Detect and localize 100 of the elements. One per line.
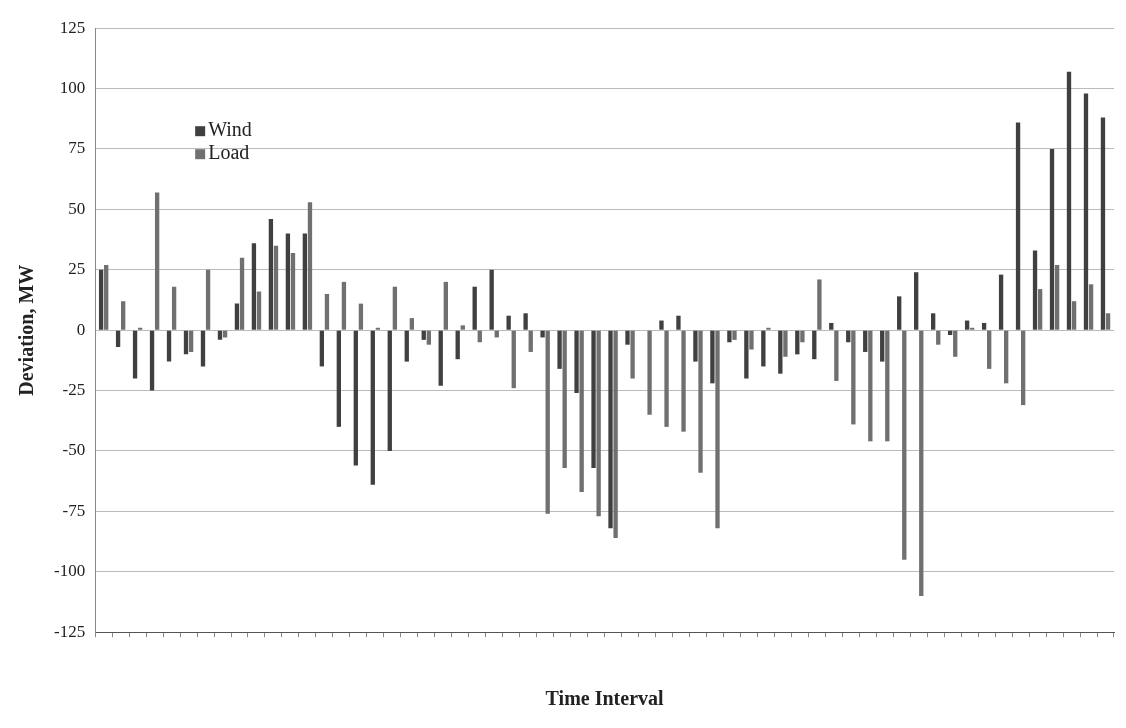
bar bbox=[358, 303, 364, 330]
bar bbox=[630, 330, 635, 379]
bar bbox=[217, 330, 223, 340]
bar bbox=[290, 252, 296, 330]
y-tick-label: -75 bbox=[62, 500, 86, 520]
bar bbox=[1015, 122, 1021, 330]
bar bbox=[239, 257, 245, 330]
bar bbox=[885, 330, 890, 442]
bar bbox=[115, 330, 121, 348]
y-tick-label: 75 bbox=[68, 138, 86, 158]
bar bbox=[1066, 71, 1072, 330]
bar bbox=[698, 330, 703, 473]
x-axis-title: Time Interval bbox=[545, 687, 664, 710]
bar bbox=[121, 301, 126, 330]
bar bbox=[681, 330, 686, 432]
bar bbox=[353, 330, 358, 466]
bar bbox=[715, 330, 720, 529]
bar bbox=[154, 192, 160, 330]
bar bbox=[659, 320, 664, 330]
bar bbox=[1071, 301, 1077, 330]
y-tick-label: 100 bbox=[59, 78, 86, 98]
y-tick-label: 125 bbox=[59, 17, 86, 37]
bar bbox=[188, 330, 194, 352]
bar bbox=[964, 320, 970, 330]
bar bbox=[472, 286, 477, 330]
bar bbox=[319, 330, 325, 367]
bar bbox=[523, 313, 528, 330]
bar bbox=[545, 330, 550, 514]
bar bbox=[732, 330, 737, 340]
bar bbox=[341, 281, 347, 330]
bar bbox=[370, 330, 375, 485]
bar bbox=[183, 330, 189, 355]
bar bbox=[562, 330, 567, 468]
bar bbox=[98, 269, 104, 330]
y-tick-label: 0 bbox=[76, 319, 86, 339]
bar bbox=[1037, 289, 1043, 330]
bar bbox=[829, 322, 834, 330]
bar bbox=[744, 330, 749, 379]
bar bbox=[727, 330, 732, 343]
bar bbox=[817, 279, 822, 330]
bar bbox=[800, 330, 805, 343]
bar bbox=[998, 274, 1004, 330]
bar bbox=[625, 330, 630, 345]
bar bbox=[404, 330, 409, 362]
bar bbox=[1020, 330, 1026, 406]
bar bbox=[902, 330, 907, 560]
bar bbox=[455, 330, 460, 360]
bar bbox=[205, 269, 211, 330]
bar bbox=[251, 243, 257, 330]
bar bbox=[880, 330, 885, 362]
bar bbox=[528, 330, 533, 352]
y-tick-label: -100 bbox=[53, 561, 86, 581]
bar bbox=[676, 315, 681, 330]
y-tick-label: -50 bbox=[62, 440, 86, 460]
bar bbox=[1054, 264, 1060, 330]
bar bbox=[693, 330, 698, 362]
bar bbox=[324, 293, 330, 330]
bar bbox=[273, 245, 279, 330]
bar bbox=[795, 330, 800, 355]
bar bbox=[511, 330, 516, 389]
bar bbox=[897, 296, 902, 330]
bar bbox=[778, 330, 783, 374]
bar bbox=[574, 330, 579, 394]
bar bbox=[749, 330, 754, 350]
bar bbox=[1032, 250, 1038, 330]
bar bbox=[443, 281, 448, 330]
bar bbox=[438, 330, 443, 386]
bar bbox=[234, 303, 240, 330]
bar bbox=[132, 330, 138, 379]
bar bbox=[812, 330, 817, 360]
bar bbox=[953, 330, 958, 357]
bar bbox=[268, 219, 274, 330]
bar bbox=[1105, 313, 1111, 330]
bar bbox=[936, 330, 941, 345]
y-tick-label: 25 bbox=[68, 259, 86, 279]
bar bbox=[868, 330, 873, 442]
bar bbox=[591, 330, 596, 468]
bar bbox=[256, 291, 262, 330]
bar bbox=[1049, 149, 1055, 330]
bar bbox=[149, 330, 155, 391]
bar bbox=[307, 202, 313, 330]
bar bbox=[1088, 284, 1094, 330]
bar bbox=[489, 269, 494, 330]
bar bbox=[392, 286, 398, 330]
bar bbox=[426, 330, 431, 345]
legend-label: Wind bbox=[208, 118, 252, 141]
legend-label: Load bbox=[208, 141, 250, 164]
bar bbox=[1004, 330, 1009, 384]
bar bbox=[336, 330, 341, 427]
y-axis-title: Deviation, MW bbox=[15, 264, 38, 396]
bar bbox=[1083, 93, 1089, 330]
bar bbox=[104, 264, 109, 330]
bar bbox=[981, 322, 987, 330]
y-tick-label: -25 bbox=[62, 380, 86, 400]
bar bbox=[783, 330, 788, 357]
bar bbox=[557, 330, 562, 369]
bar bbox=[596, 330, 601, 517]
bar bbox=[863, 330, 868, 352]
y-tick-label: -125 bbox=[53, 621, 86, 641]
bar bbox=[285, 233, 291, 330]
